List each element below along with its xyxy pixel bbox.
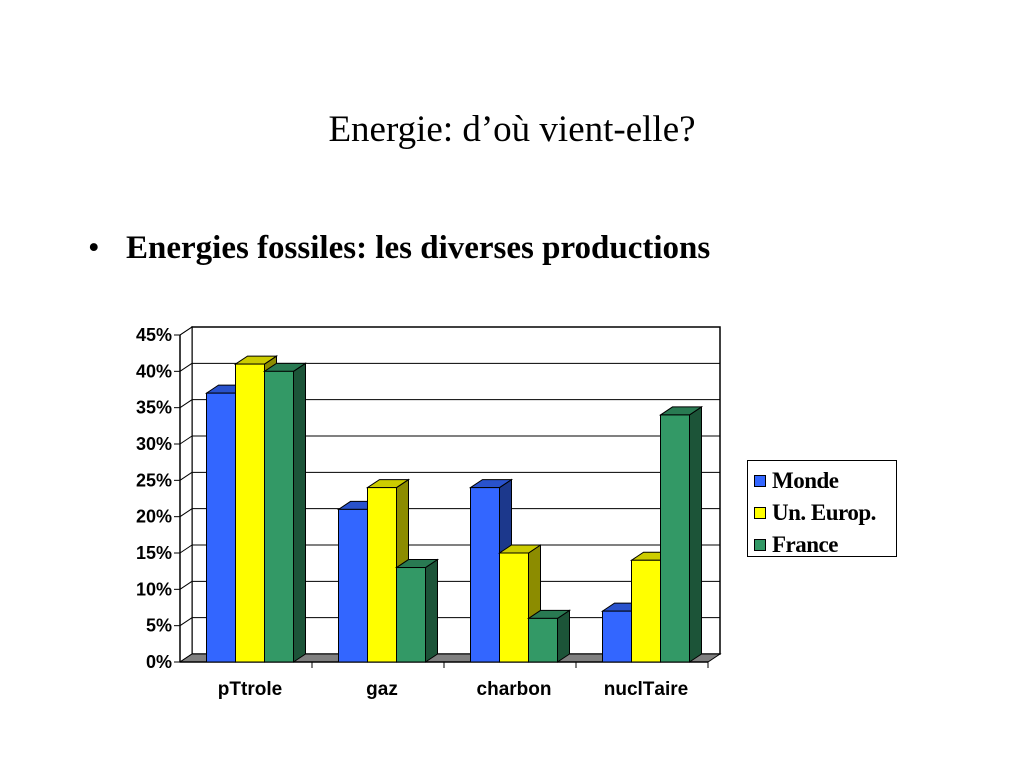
y-tick-label: 45% xyxy=(136,325,172,345)
gridline-depth xyxy=(179,435,193,445)
y-tick-label: 35% xyxy=(136,398,172,418)
x-tick-label: gaz xyxy=(366,679,398,700)
gridline-depth xyxy=(179,617,193,627)
bar-side xyxy=(557,609,570,663)
legend-item-monde: Monde xyxy=(754,465,896,497)
legend-swatch-france xyxy=(754,539,766,551)
gridline-depth xyxy=(179,580,193,590)
bar xyxy=(235,363,265,663)
bullet-text: Energies fossiles: les diverses producti… xyxy=(126,230,711,266)
x-tick-label: charbon xyxy=(477,679,552,700)
bullet-icon: • xyxy=(88,230,100,266)
y-tick-label: 10% xyxy=(136,579,172,599)
legend-item-un-europ: Un. Europ. xyxy=(754,497,896,529)
x-tick-label: nuclТaire xyxy=(604,679,688,700)
legend-swatch-monde xyxy=(754,475,766,487)
y-tick-label: 30% xyxy=(136,434,172,454)
y-tick-label: 5% xyxy=(146,616,172,636)
bar-side xyxy=(689,405,702,663)
bar xyxy=(660,414,690,663)
bullet-point: • Energies fossiles: les diverses product… xyxy=(88,230,710,267)
chart-legend: Monde Un. Europ. France xyxy=(747,460,897,557)
legend-label-un-europ: Un. Europ. xyxy=(772,500,876,525)
legend-label-france: France xyxy=(772,532,838,557)
bar-side xyxy=(293,362,306,663)
plot-side-wall xyxy=(179,326,193,663)
gridline-depth xyxy=(179,399,193,409)
gridline-depth xyxy=(179,508,193,518)
bar-side xyxy=(425,558,438,663)
legend-label-monde: Monde xyxy=(772,468,839,493)
bar xyxy=(470,487,500,663)
y-tick-label: 40% xyxy=(136,361,172,381)
slide-title: Energie: d’où vient-elle? xyxy=(328,109,696,150)
bar xyxy=(602,610,632,663)
gridline-depth xyxy=(179,326,193,336)
gridline-depth xyxy=(179,544,193,554)
bar xyxy=(528,617,558,663)
bar xyxy=(264,370,294,663)
gridline-depth xyxy=(179,362,193,372)
y-tick-label: 25% xyxy=(136,470,172,490)
y-tick-label: 0% xyxy=(146,652,172,672)
bar xyxy=(631,559,661,663)
bar xyxy=(206,392,236,663)
bar xyxy=(338,508,368,663)
legend-item-france: France xyxy=(754,529,896,561)
x-tick-label: pТtrole xyxy=(218,679,282,700)
bar xyxy=(499,552,529,663)
bar xyxy=(396,567,426,663)
y-tick-label: 15% xyxy=(136,543,172,563)
bar xyxy=(367,487,397,663)
gridline-depth xyxy=(179,471,193,481)
legend-swatch-un-europ xyxy=(754,507,766,519)
y-tick-label: 20% xyxy=(136,507,172,527)
